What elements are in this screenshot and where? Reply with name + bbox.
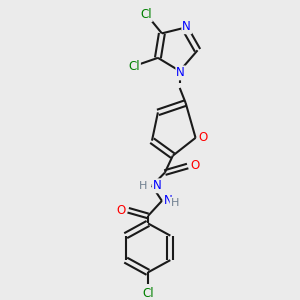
Text: N: N xyxy=(182,20,191,33)
Text: Cl: Cl xyxy=(142,287,154,300)
Text: H: H xyxy=(139,181,147,191)
Text: O: O xyxy=(198,131,207,144)
Text: Cl: Cl xyxy=(140,8,152,21)
Text: Cl: Cl xyxy=(128,60,140,73)
Text: O: O xyxy=(190,159,199,172)
Text: N: N xyxy=(164,194,172,207)
Text: H: H xyxy=(171,198,179,208)
Text: N: N xyxy=(153,179,162,192)
Text: N: N xyxy=(176,66,185,80)
Text: O: O xyxy=(117,204,126,217)
